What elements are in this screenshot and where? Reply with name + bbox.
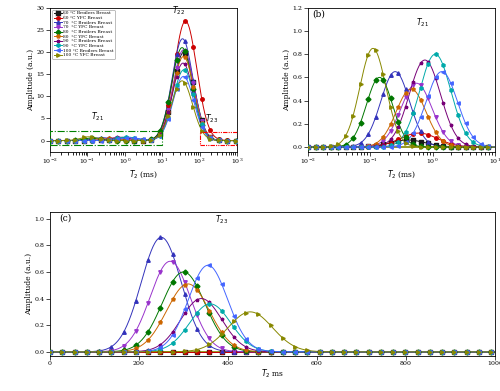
X-axis label: $T_2$ (ms): $T_2$ (ms) (387, 168, 416, 180)
Text: $T_{21}$: $T_{21}$ (416, 16, 430, 29)
Text: $T_{22}$: $T_{22}$ (172, 5, 184, 17)
X-axis label: $T_2$ (ms): $T_2$ (ms) (129, 168, 158, 180)
Bar (200, 132, 237, 145)
Text: (c): (c) (59, 213, 71, 222)
Y-axis label: Amplitude (a.u.): Amplitude (a.u.) (25, 253, 33, 315)
X-axis label: $T_2$ ms: $T_2$ ms (261, 368, 284, 380)
Text: (b): (b) (312, 9, 324, 18)
Text: (a): (a) (54, 9, 66, 18)
Text: $T_{23}$: $T_{23}$ (214, 213, 228, 226)
Y-axis label: Amplitude (a.u.): Amplitude (a.u.) (283, 48, 291, 111)
Y-axis label: Amplitude (a.u.): Amplitude (a.u.) (27, 48, 35, 111)
Legend: 60 °C Broilers Breast, 60 °C YFC Breast, 70  °C Broilers Breast, 70  °C YFC Brea: 60 °C Broilers Breast, 60 °C YFC Breast,… (52, 10, 115, 59)
Bar (50, 131, 162, 145)
Text: $T_{23}$: $T_{23}$ (205, 113, 218, 125)
Text: $T_{21}$: $T_{21}$ (91, 111, 104, 124)
